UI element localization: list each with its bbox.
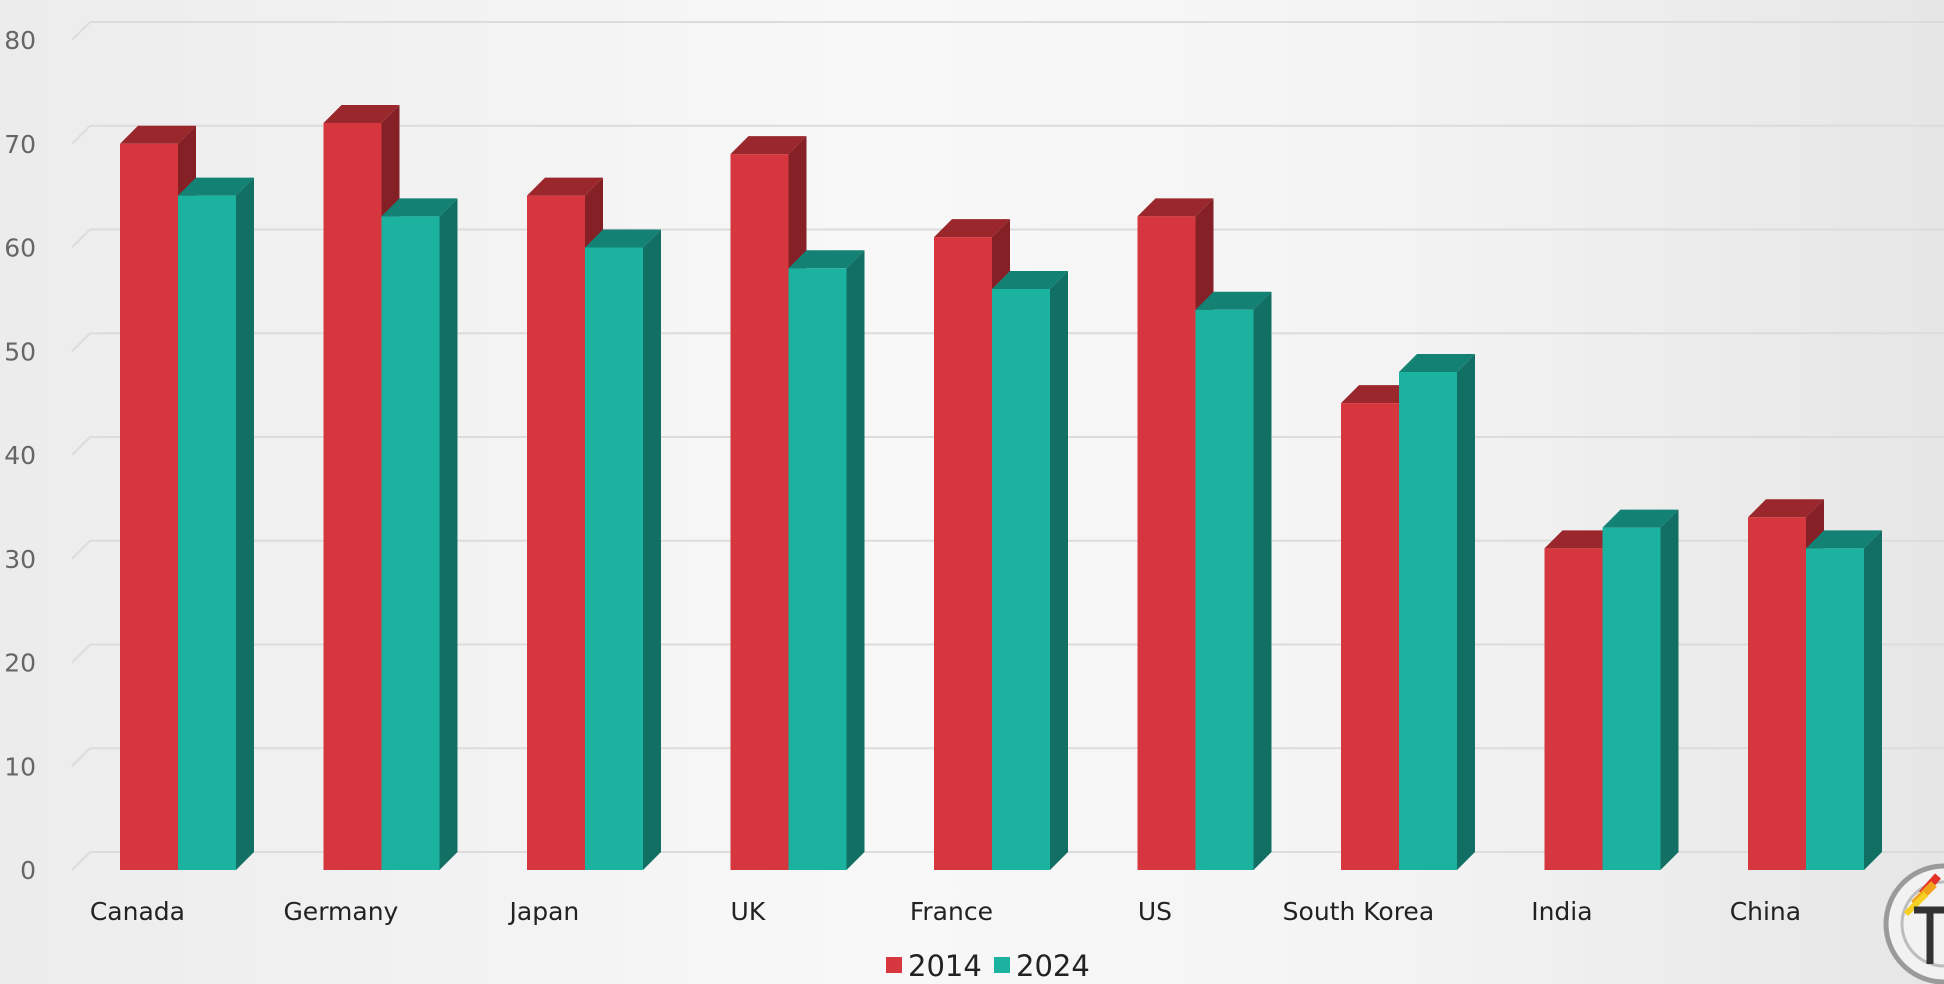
bar-top [323, 105, 400, 123]
bar-front [1195, 309, 1254, 870]
bar-2024-China [1806, 530, 1882, 870]
bar-top [992, 271, 1068, 289]
legend-label: 2024 [1016, 949, 1090, 983]
bar-front [1748, 517, 1806, 870]
bar-front [1806, 548, 1864, 870]
bar-front [730, 154, 789, 870]
bar-top [1195, 291, 1272, 310]
bar-top [178, 177, 254, 196]
x-tick-label: India [1531, 897, 1592, 926]
bar-side [1457, 354, 1475, 870]
gridline-depth [71, 332, 91, 352]
gridline-depth [71, 851, 91, 871]
bar-side [1253, 291, 1272, 870]
bar-front [381, 216, 440, 870]
y-tick-label: 70 [4, 130, 36, 159]
legend-label: 2014 [908, 949, 982, 983]
y-tick-label: 10 [4, 752, 36, 781]
legend: 2014 2024 [886, 949, 1090, 983]
bar-2024-Japan [585, 229, 661, 870]
bar-side [1864, 530, 1882, 870]
bar-2024-Germany [381, 198, 458, 870]
bar-front [120, 143, 178, 870]
x-tick-label: Germany [283, 897, 398, 926]
gridline-depth [71, 540, 91, 560]
bars [120, 105, 1882, 870]
bar-side [643, 229, 661, 870]
circular-logo-icon [1883, 863, 1944, 984]
bar-side [439, 198, 458, 870]
bar-top [730, 136, 807, 155]
x-tick-label: Japan [508, 897, 580, 926]
gridline-depth [71, 21, 91, 41]
bar-top [527, 177, 603, 196]
bar-2024-US [1195, 291, 1272, 870]
bar-top [381, 198, 458, 217]
bar-top [1137, 198, 1214, 217]
y-tick-label: 20 [4, 649, 36, 678]
legend-item: 2014 [886, 949, 982, 983]
bar-side [1050, 271, 1068, 870]
x-tick-label: Canada [90, 897, 185, 926]
gridline-depth [71, 228, 91, 249]
bar-top [1544, 530, 1621, 549]
bar-top [1341, 385, 1417, 404]
bar-front [1341, 403, 1399, 870]
legend-swatch [994, 957, 1010, 973]
y-tick-label: 80 [4, 26, 36, 55]
gridline-depth [71, 747, 91, 767]
bar-2024-France [992, 271, 1068, 870]
bar-front [323, 123, 382, 870]
bar-front [527, 195, 585, 870]
bar-top [1806, 530, 1882, 549]
bar-top [120, 125, 196, 144]
bar-side [236, 177, 254, 870]
bar-front [934, 237, 992, 870]
bar-top [788, 250, 865, 269]
bar-side [1660, 509, 1679, 870]
bar-2024-South Korea [1399, 354, 1475, 870]
legend-swatch [886, 957, 902, 973]
x-tick-label: UK [731, 897, 766, 926]
bar-2024-India [1602, 509, 1679, 870]
bar-top [1748, 499, 1824, 518]
y-tick-label: 0 [20, 856, 36, 885]
gridline-depth [71, 125, 91, 145]
bar-top [585, 229, 661, 248]
bar-side [846, 250, 865, 870]
bar-top [934, 219, 1010, 238]
y-tick-label: 60 [4, 234, 36, 263]
x-axis: Canada Germany Japan UK France US South Korea I… [90, 897, 1801, 926]
y-tick-label: 50 [4, 337, 36, 366]
bar-front [1602, 527, 1661, 870]
gridline-depth [71, 643, 91, 664]
y-tick-label: 30 [4, 545, 36, 574]
x-tick-label: South Korea [1283, 897, 1434, 926]
bar-top [1602, 509, 1679, 528]
legend-item: 2024 [994, 949, 1090, 983]
bar-front [178, 195, 236, 870]
bar-front [1399, 372, 1457, 870]
y-tick-label: 40 [4, 441, 36, 470]
bar-front [1544, 548, 1603, 870]
x-tick-label: China [1730, 897, 1801, 926]
bar-2024-UK [788, 250, 865, 870]
bar-front [788, 268, 847, 870]
bar-2024-Canada [178, 177, 254, 870]
bar-top [1399, 354, 1475, 372]
x-tick-label: US [1138, 897, 1172, 926]
y-axis: 0 10 20 30 40 50 60 70 80 [4, 26, 36, 885]
bar-front [1137, 216, 1196, 870]
x-tick-label: France [910, 897, 993, 926]
gridline-depth [71, 436, 91, 456]
bar-front [585, 247, 643, 870]
bar-front [992, 289, 1050, 870]
